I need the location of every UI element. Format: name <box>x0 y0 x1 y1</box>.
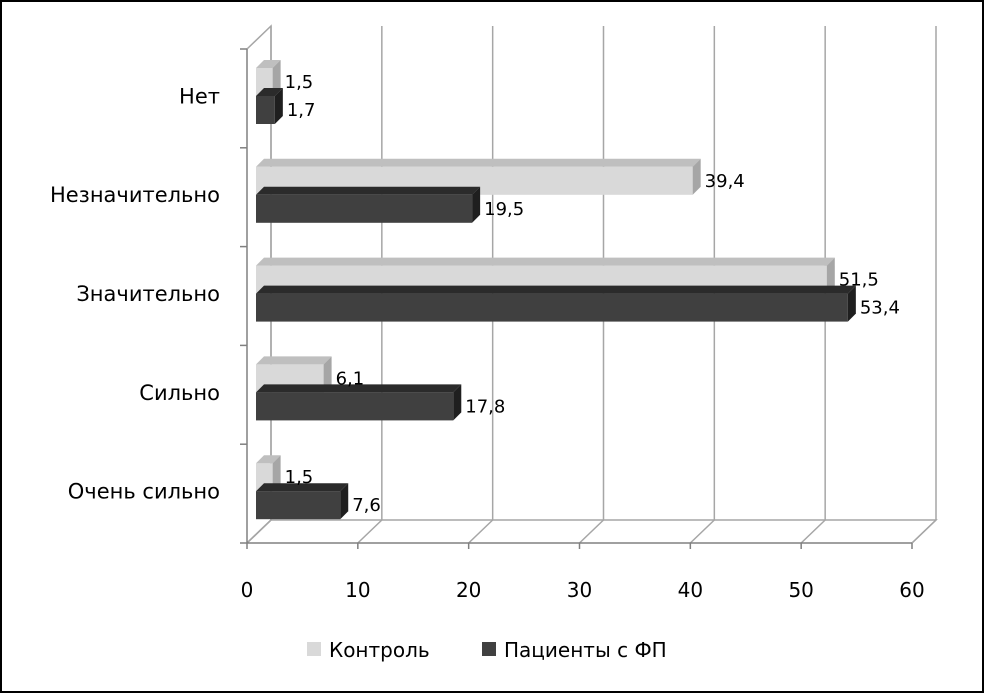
category-label: Значительно <box>76 282 220 306</box>
legend-label: Контроль <box>329 638 430 662</box>
data-label: 19,5 <box>484 199 524 220</box>
bar-side <box>692 158 701 195</box>
axes <box>240 48 913 549</box>
bar <box>256 392 454 421</box>
bar-side <box>323 356 332 393</box>
bar-side <box>274 88 283 124</box>
gridline-floor <box>468 519 494 544</box>
gridline-floor <box>578 519 605 544</box>
legend-swatch <box>307 642 321 656</box>
bar-side <box>272 455 281 492</box>
x-tick-label: 50 <box>788 578 813 602</box>
bar <box>256 293 848 322</box>
category-label: Незначительно <box>50 183 220 207</box>
legend-label: Пациенты с ФП <box>504 638 667 662</box>
category-label: Нет <box>179 84 220 108</box>
x-tick-label: 40 <box>678 578 703 602</box>
category-labels: Нет Незначительно Значительно Сильно Очень с… <box>50 84 220 503</box>
bar-top <box>256 186 481 195</box>
gridline-floor <box>800 519 826 544</box>
x-tick-label: 10 <box>345 578 370 602</box>
bar-side <box>847 285 856 322</box>
bar-side <box>272 60 281 96</box>
gridline-floor <box>911 519 937 544</box>
data-labels: 1,5 1,7 39,4 19,5 51,5 53,4 6,1 17,8 1,5 7,6 <box>285 72 900 516</box>
data-label: 1,5 <box>285 467 314 488</box>
data-label: 1,7 <box>287 100 316 121</box>
category-label: Сильно <box>139 381 220 405</box>
bar-side <box>340 483 349 520</box>
bar <box>256 194 473 223</box>
bar-side <box>453 384 462 421</box>
gridline-floor <box>246 519 272 544</box>
x-tick-label: 20 <box>456 578 481 602</box>
bar-top <box>256 384 462 393</box>
data-label: 17,8 <box>465 396 505 417</box>
bar-top <box>256 356 332 365</box>
bar <box>256 491 341 520</box>
bar-top <box>256 60 281 68</box>
x-tick-labels: 0 10 20 30 40 50 60 <box>241 578 925 602</box>
legend: Контроль Пациенты с ФП <box>307 638 667 662</box>
data-label: 53,4 <box>860 298 900 319</box>
data-label: 39,4 <box>705 171 745 192</box>
bar-top <box>256 257 835 266</box>
data-label: 1,5 <box>285 72 314 93</box>
bar-top <box>256 483 349 492</box>
data-label: 7,6 <box>352 495 381 516</box>
x-tick-label: 30 <box>567 578 592 602</box>
data-label: 51,5 <box>839 270 879 291</box>
category-label: Очень сильно <box>68 480 220 504</box>
data-label: 6,1 <box>336 368 365 389</box>
bar-top <box>256 285 856 294</box>
bar <box>256 96 275 124</box>
bar-top <box>256 158 701 167</box>
bar-side <box>826 257 835 294</box>
gridline-floor <box>689 519 715 544</box>
x-tick-label: 0 <box>241 578 254 602</box>
x-tick-label: 60 <box>899 578 924 602</box>
bars <box>256 60 856 520</box>
bar-top <box>256 88 283 96</box>
bar-side <box>472 186 481 223</box>
legend-swatch <box>482 642 496 656</box>
gridline-floor <box>357 519 383 544</box>
bar-top <box>256 455 281 464</box>
